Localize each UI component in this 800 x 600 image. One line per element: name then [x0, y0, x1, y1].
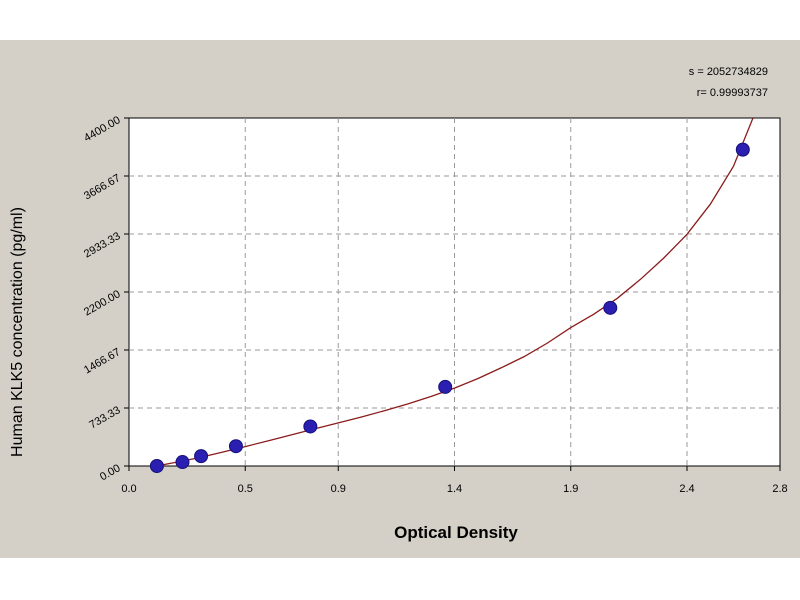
fitted-curve — [153, 118, 754, 466]
x-tick-label: 0.5 — [238, 483, 253, 495]
x-tick-label: 2.8 — [772, 483, 787, 495]
x-axis-ticks: 0.0 0.5 0.9 1.4 1.9 2.4 2.8 — [121, 466, 788, 495]
y-tick-label: 733.33 — [87, 404, 122, 431]
data-point — [194, 449, 209, 464]
y-tick-label: 1466.67 — [82, 346, 122, 376]
data-point — [228, 439, 243, 454]
fit-correlation-r: r= 0.99993737 — [697, 87, 768, 99]
x-tick-label: 2.4 — [679, 483, 694, 495]
y-axis-ticks: 0.00 733.33 1466.67 2200.00 2933.33 3666.67 44… — [82, 114, 129, 483]
x-tick-label: 1.4 — [447, 483, 462, 495]
fitted-curve-layer — [153, 118, 754, 466]
y-tick-label: 2933.33 — [82, 230, 122, 260]
figure-panel: 0.0 0.5 0.9 1.4 1.9 2.4 2.8 0.00 733.33 1466.67 2… — [0, 40, 800, 558]
data-point — [438, 379, 453, 394]
x-tick-label: 0.0 — [121, 483, 136, 495]
x-axis-label: Optical Density — [394, 523, 518, 542]
x-tick-label: 0.9 — [331, 483, 346, 495]
grid-lines — [129, 118, 780, 466]
y-axis-label: Human KLK5 concentration (pg/ml) — [9, 207, 26, 457]
y-tick-label: 3666.67 — [82, 172, 122, 202]
fit-parameter-s: s = 2052734829 — [689, 66, 768, 78]
y-tick-label: 2200.00 — [82, 288, 122, 318]
data-point — [603, 300, 618, 315]
data-point — [735, 142, 750, 157]
data-point — [149, 459, 164, 473]
y-tick-label: 0.00 — [98, 462, 123, 483]
data-points-layer — [149, 142, 750, 473]
standard-curve-chart: 0.0 0.5 0.9 1.4 1.9 2.4 2.8 0.00 733.33 1466.67 2… — [9, 66, 788, 542]
x-tick-label: 1.9 — [563, 483, 578, 495]
data-point — [303, 419, 318, 434]
data-point — [175, 455, 190, 470]
y-tick-label: 4400.00 — [82, 114, 122, 144]
